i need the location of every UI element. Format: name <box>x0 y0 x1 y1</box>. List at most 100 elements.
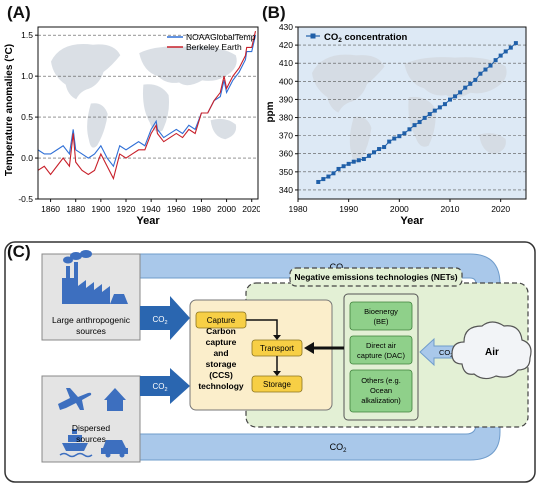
chart-b-point-24 <box>437 105 442 110</box>
capture-label: Capture <box>207 316 236 325</box>
chart-b-point-3 <box>331 171 336 176</box>
chart-b-point-27 <box>453 94 458 99</box>
chart-b-legend: CO2 concentration <box>306 32 408 44</box>
chart-b-ytick-label-5: 390 <box>279 94 293 104</box>
chart-b-point-7 <box>351 159 356 164</box>
chart-b-point-12 <box>377 147 382 152</box>
large-sources-co2-label: CO2 <box>152 315 167 326</box>
chart-b-point-20 <box>417 120 422 125</box>
chart-b-point-0 <box>316 179 321 184</box>
chart-b-point-38 <box>508 45 513 50</box>
chart-b-ytick-label-7: 410 <box>279 58 293 68</box>
dispersed-sources-co2-label: CO2 <box>152 382 167 393</box>
factory-icon <box>62 250 128 304</box>
map-landmass-1 <box>349 116 372 164</box>
chart-a-axes <box>37 26 259 200</box>
chart-b-point-15 <box>392 136 397 141</box>
chart-b-axes <box>297 26 527 200</box>
legend-co2-marker <box>310 33 316 39</box>
chart-a-series-line-0 <box>37 35 257 168</box>
chart-a-xtick-label-8: 2020 <box>242 204 260 214</box>
chart-b-point-21 <box>422 115 427 120</box>
chart-a-xtick-label-1: 1880 <box>66 204 85 214</box>
chart-a-ytick-label-0: -0.5 <box>18 194 33 204</box>
panel-a-letter: (A) <box>7 3 31 22</box>
chart-a-xtick-label-0: 1860 <box>41 204 60 214</box>
chart-a-xtick-label-7: 2000 <box>217 204 236 214</box>
chart-b-point-4 <box>336 166 341 171</box>
chart-b-point-17 <box>402 131 407 136</box>
chart-b-point-1 <box>321 177 326 182</box>
chart-a-ytick-label-4: 1.5 <box>21 30 33 40</box>
chart-a-ticks: 1860 1880 1900 1920 1940 1960 1980 2000 2020 -0.5… <box>18 30 260 214</box>
bottom-co2-label: CO2 <box>330 442 348 454</box>
chart-a-ytick-label-1: 0.0 <box>21 153 33 163</box>
legend-berkeley-label: Berkeley Earth <box>186 42 242 52</box>
dac-box <box>349 335 413 365</box>
chart-a-series-line-1 <box>37 30 257 181</box>
chart-b-point-28 <box>458 90 463 95</box>
chart-b-series-line <box>318 42 517 183</box>
chart-b-axes-frame <box>297 26 527 200</box>
world-map-background <box>312 54 507 164</box>
large-sources-label-line1: Large anthropogenic <box>52 315 131 325</box>
house-icon <box>104 388 126 411</box>
chart-b-point-30 <box>468 81 473 86</box>
chart-b-ytick-label-3: 370 <box>279 131 293 141</box>
chart-a-xlabel: Year <box>136 215 160 227</box>
temperature-chart: 1860 1880 1900 1920 1940 1960 1980 2000 2020 -0.5… <box>4 26 260 227</box>
map-landmass-2 <box>139 46 237 86</box>
chart-b-xtick-label-0: 1980 <box>289 204 308 214</box>
chart-b-ylabel: ppm <box>265 101 276 122</box>
ccs-title-line6: technology <box>198 381 244 391</box>
chart-b-ytick-label-1: 350 <box>279 167 293 177</box>
chart-b-point-18 <box>407 127 412 132</box>
chart-b-point-5 <box>341 164 346 169</box>
map-landmass-3 <box>408 96 436 147</box>
others-label-line3: alkalization) <box>361 396 401 405</box>
chart-b-point-29 <box>463 85 468 90</box>
ccs-title-line1: Carbon <box>206 326 236 336</box>
chart-b-series <box>316 41 518 184</box>
map-landmass-0 <box>51 44 121 100</box>
chart-b-point-33 <box>483 67 488 72</box>
dispersed-sources-co2-arrow <box>140 368 190 404</box>
chart-b-ytick-label-0: 340 <box>279 185 293 195</box>
ccs-title-line5: (CCS) <box>209 370 233 380</box>
chart-b-point-16 <box>397 134 402 139</box>
co2-chart: 1980 1990 2000 2010 2020 340 350 360 370 380 390 40… <box>265 22 527 227</box>
chart-b-point-8 <box>356 158 361 163</box>
chart-b-point-10 <box>366 153 371 158</box>
ccs-nets-diagram: CO2 CO2 Negative emissions technologies … <box>4 241 536 483</box>
chart-a-xtick-label-2: 1900 <box>91 204 110 214</box>
chart-a-xtick-label-3: 1920 <box>117 204 136 214</box>
chart-b-point-23 <box>432 108 437 113</box>
chart-a-legend: NOAAGlobalTemp Berkeley Earth <box>167 32 256 52</box>
ccs-title-line2: capture <box>206 337 237 347</box>
panel-b-letter: (B) <box>262 3 286 22</box>
chart-a-axes-frame <box>37 26 259 200</box>
chart-b-point-32 <box>478 71 483 76</box>
chart-b-ytick-label-2: 360 <box>279 149 293 159</box>
others-label-line1: Others (e.g. <box>361 376 401 385</box>
chart-a-ytick-label-3: 1.0 <box>21 71 33 81</box>
chart-b-point-39 <box>513 41 518 46</box>
ship-icon <box>59 429 93 458</box>
air-cloud-icon <box>451 321 532 380</box>
map-landmass-4 <box>479 133 506 155</box>
transport-to-storage-arrowhead <box>273 371 281 376</box>
car-icon <box>101 440 128 458</box>
map-landmass-1 <box>87 103 108 148</box>
chart-b-point-14 <box>387 139 392 144</box>
chart-b-point-34 <box>488 63 493 68</box>
chart-b-point-19 <box>412 123 417 128</box>
chart-b-point-11 <box>372 150 376 155</box>
legend-noaa-label: NOAAGlobalTemp <box>186 32 256 42</box>
chart-b-point-13 <box>382 145 387 150</box>
chart-b-point-9 <box>361 156 366 161</box>
bioenergy-box <box>349 301 413 331</box>
chart-b-xtick-label-4: 2020 <box>491 204 510 214</box>
nets-to-transport-arrowhead <box>304 342 314 354</box>
chart-b-xtick-label-2: 2000 <box>390 204 409 214</box>
chart-b-point-36 <box>498 53 503 58</box>
